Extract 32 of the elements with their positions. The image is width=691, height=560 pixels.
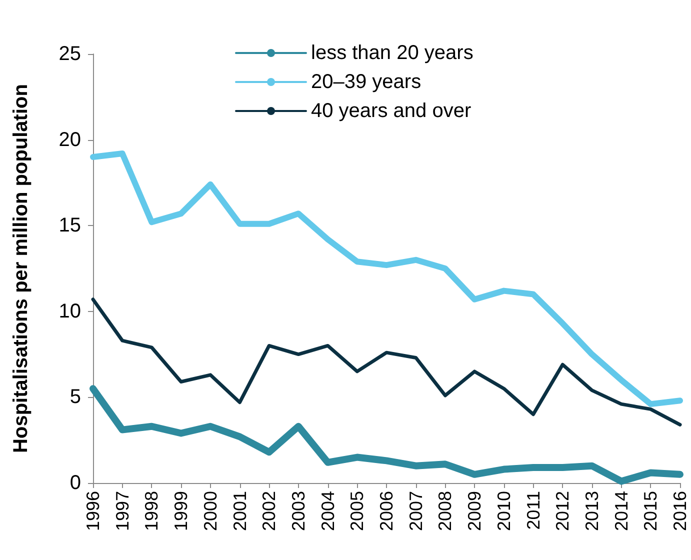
- x-tick-label: 1997: [112, 491, 132, 532]
- y-tick-label: 15: [58, 214, 81, 237]
- y-tick-label: 10: [58, 300, 81, 322]
- x-tick-label: 2012: [552, 491, 573, 532]
- legend-label: less than 20 years: [311, 42, 474, 64]
- x-tick-label: 2001: [230, 491, 250, 532]
- x-tick-label: 2013: [582, 491, 602, 532]
- x-tick-label: 2008: [435, 491, 456, 532]
- x-tick-label: 2006: [376, 491, 396, 532]
- x-tick-label: 2009: [464, 491, 485, 532]
- legend-label: 20–39 years: [311, 71, 422, 93]
- y-tick-label: 20: [58, 128, 81, 151]
- line-series: [91, 298, 682, 426]
- x-tick-label: 2002: [259, 491, 280, 532]
- x-tick-label: 2015: [640, 491, 661, 532]
- x-tick-label: 2016: [670, 491, 690, 532]
- x-tick-label: 1998: [142, 491, 162, 532]
- y-axis-title: Hospitalisations per million population: [10, 84, 32, 453]
- x-tick-label: 1996: [83, 491, 103, 532]
- x-tick-label: 2003: [288, 491, 308, 532]
- x-tick-label: 2014: [611, 491, 632, 532]
- x-tick-label: 2005: [347, 491, 368, 532]
- x-tick-label: 2010: [494, 491, 514, 532]
- legend-label: 40 years and over: [311, 100, 472, 122]
- y-tick-label: 5: [70, 386, 81, 408]
- x-tick-label: 2000: [200, 491, 220, 532]
- x-tick-label: 2011: [523, 491, 544, 530]
- x-tick-label: 2007: [406, 491, 426, 532]
- y-tick-label: 25: [58, 43, 81, 65]
- y-tick-label: 0: [70, 472, 81, 494]
- x-tick-label: 2004: [318, 491, 338, 532]
- x-tick-label: 1999: [171, 491, 192, 532]
